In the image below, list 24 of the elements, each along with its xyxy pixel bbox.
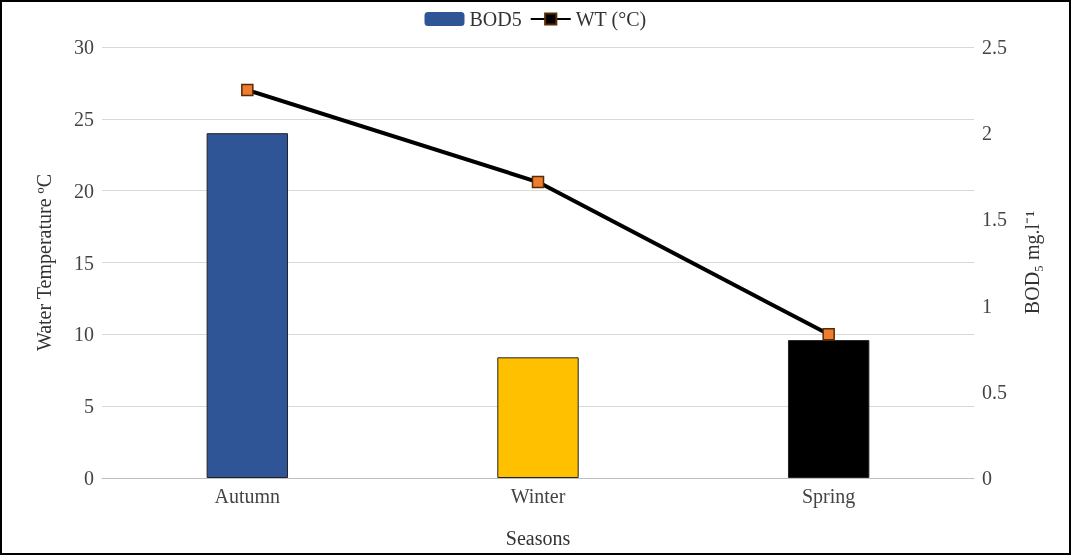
y-tick-label: 10 — [74, 323, 94, 346]
y-tick-label: 0 — [84, 467, 94, 489]
y-tick-label: 5 — [84, 395, 94, 418]
legend-label: BOD5 — [469, 8, 522, 30]
x-tick-label: Autumn — [214, 485, 281, 507]
y-axis-title: Water Temperature ºC — [33, 173, 56, 352]
bar — [497, 357, 579, 478]
x-tick-label: Spring — [801, 485, 856, 508]
y-tick-label: 15 — [74, 251, 94, 274]
y-tick-label: 30 — [74, 36, 94, 58]
y2-tick-label: 0.5 — [982, 380, 1007, 403]
legend-label: WT (°C) — [575, 8, 647, 31]
x-tick-label: Winter — [510, 485, 566, 507]
y2-tick-label: 1 — [982, 294, 992, 317]
bar — [206, 133, 289, 478]
y-tick-label: 20 — [74, 179, 94, 202]
y2-tick-label: 1.5 — [982, 208, 1007, 231]
y2-tick-label: 0 — [982, 467, 992, 489]
x-axis-title: Seasons — [505, 527, 571, 549]
y2-tick-label: 2.5 — [982, 36, 1007, 58]
bar — [787, 340, 870, 478]
y-tick-label: 25 — [74, 107, 94, 130]
y2-tick-label: 2 — [982, 122, 992, 145]
y2-axis-title: BOD₅ mg.l⁻¹ — [1021, 210, 1044, 315]
